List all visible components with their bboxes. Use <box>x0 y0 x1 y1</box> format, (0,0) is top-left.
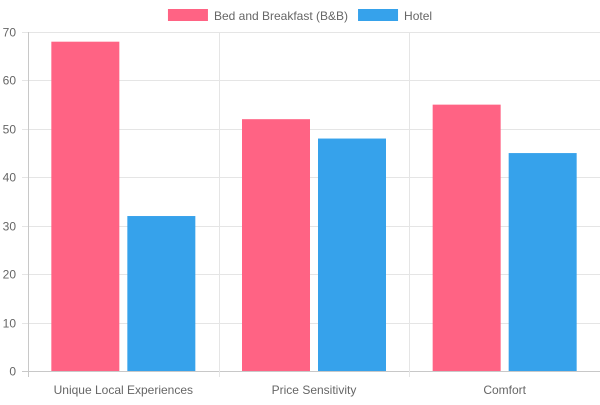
bar <box>51 41 120 371</box>
legend-label: Bed and Breakfast (B&B) <box>214 9 348 23</box>
legend-item: Bed and Breakfast (B&B) <box>167 9 348 23</box>
y-tick-label: 40 <box>3 171 17 185</box>
bars <box>51 41 577 372</box>
bar <box>127 216 196 371</box>
x-tick-label: Comfort <box>483 383 526 397</box>
legend-label: Hotel <box>404 9 432 23</box>
y-axis-ticks: 0 10 20 30 40 50 60 70 <box>3 26 17 379</box>
y-tick-label: 70 <box>3 26 17 40</box>
y-tick-label: 10 <box>3 317 17 331</box>
y-tick-label: 0 <box>9 365 16 379</box>
bar <box>432 104 501 372</box>
legend-swatch <box>358 9 399 21</box>
bar <box>318 138 386 371</box>
legend-item: Hotel <box>358 9 432 23</box>
bar <box>242 119 310 372</box>
y-tick-label: 30 <box>3 220 17 234</box>
x-tick-label: Price Sensitivity <box>272 383 357 397</box>
x-tick-label: Unique Local Experiences <box>54 383 193 397</box>
x-axis-ticks: Unique Local Experiences Price Sensitivit… <box>54 383 527 397</box>
y-tick-label: 60 <box>3 74 17 88</box>
bar <box>508 153 577 371</box>
y-tick-label: 50 <box>3 123 17 137</box>
y-tick-label: 20 <box>3 268 17 282</box>
legend: Bed and Breakfast (B&B) Hotel <box>167 9 432 23</box>
legend-swatch <box>167 9 208 21</box>
